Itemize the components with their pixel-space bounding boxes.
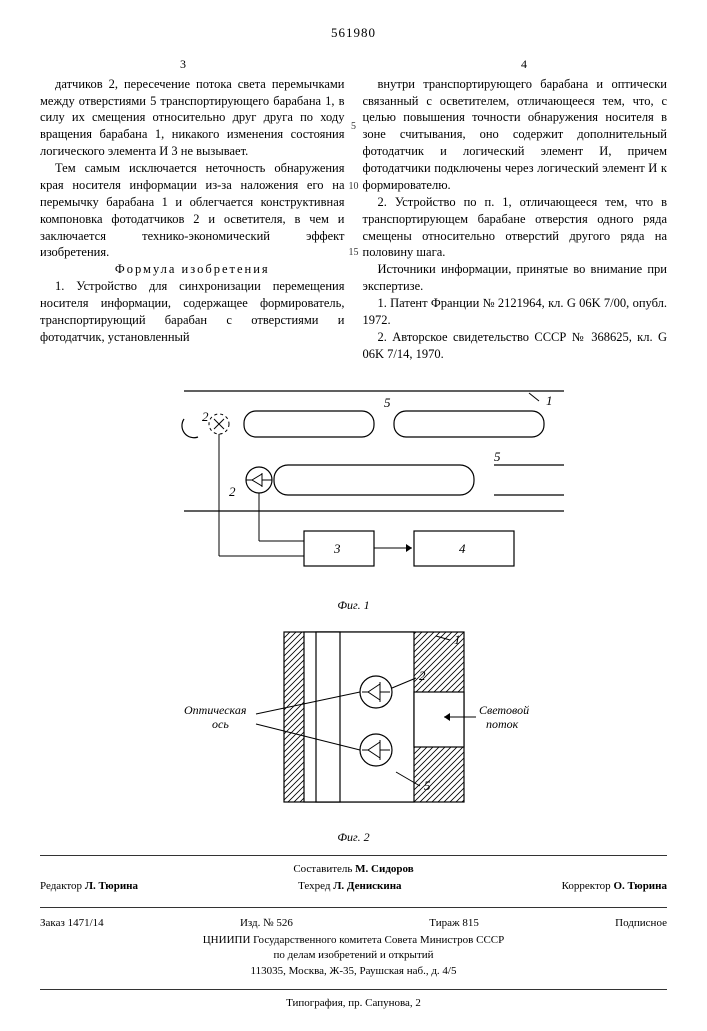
fig2-right-label-2: поток bbox=[486, 717, 519, 731]
paragraph: 2. Устройство по п. 1, отличающееся тем,… bbox=[363, 194, 668, 262]
document-number: 561980 bbox=[40, 24, 667, 42]
fig1-label-3: 3 bbox=[333, 541, 341, 556]
sign-cell: Подписное bbox=[615, 916, 667, 931]
izd-label: Изд. № bbox=[240, 917, 274, 929]
order-cell: Заказ 1471/14 bbox=[40, 916, 104, 931]
fig1-label-2b: 2 bbox=[229, 484, 236, 499]
org-line-2: по делам изобретений и открытий bbox=[40, 948, 667, 963]
fig2-left-label-1: Оптическая bbox=[184, 703, 247, 717]
figure-1: 2 2 3 4 5 5 1 Фиг. 1 bbox=[40, 381, 667, 614]
page-number-left: 3 bbox=[180, 56, 186, 72]
tirazh-label: Тираж bbox=[429, 917, 459, 929]
column-left: датчиков 2, пересечение потока света пер… bbox=[40, 76, 345, 363]
paragraph: внутри транспортирующего барабана и опти… bbox=[363, 76, 668, 194]
figure-2-caption: Фиг. 2 bbox=[40, 829, 667, 845]
credits-block: Составитель М. Сидоров Редактор Л. Тюрин… bbox=[40, 862, 667, 1012]
tirazh-cell: Тираж 815 bbox=[429, 916, 479, 931]
line-mark: 10 bbox=[349, 180, 359, 194]
techred-name: Л. Денискина bbox=[333, 880, 401, 892]
line-mark: 5 bbox=[351, 120, 356, 134]
techred-label: Техред bbox=[298, 880, 330, 892]
figure-1-svg: 2 2 3 4 5 5 1 bbox=[144, 381, 564, 591]
fig1-label-1: 1 bbox=[546, 393, 553, 408]
paragraph: 2. Авторское свидетельство СССР № 368625… bbox=[363, 329, 668, 363]
fig1-label-5b: 5 bbox=[494, 449, 501, 464]
editors-row: Редактор Л. Тюрина Техред Л. Денискина К… bbox=[40, 877, 667, 896]
paragraph: 1. Патент Франции № 2121964, кл. G 06K 7… bbox=[363, 295, 668, 329]
figure-2-svg: Оптическая ось Световой поток 1 2 5 bbox=[144, 622, 564, 822]
compiler-label: Составитель bbox=[293, 863, 352, 875]
order-label: Заказ bbox=[40, 917, 65, 929]
body-columns: 5 10 15 датчиков 2, пересечение потока с… bbox=[40, 76, 667, 363]
techred-cell: Техред Л. Денискина bbox=[298, 879, 401, 894]
claims-title: Формула изобретения bbox=[40, 261, 345, 278]
printer-line: Типография, пр. Сапунова, 2 bbox=[40, 996, 667, 1011]
sources-title: Источники информации, принятые во вниман… bbox=[363, 261, 668, 295]
column-right: внутри транспортирующего барабана и опти… bbox=[363, 76, 668, 363]
divider bbox=[40, 907, 667, 908]
order-row: Заказ 1471/14 Изд. № 526 Тираж 815 Подпи… bbox=[40, 914, 667, 933]
line-mark: 15 bbox=[349, 246, 359, 260]
izd-cell: Изд. № 526 bbox=[240, 916, 293, 931]
fig1-label-4: 4 bbox=[459, 541, 466, 556]
divider bbox=[40, 989, 667, 990]
page-numbers: 3 4 bbox=[40, 56, 667, 72]
izd-value: 526 bbox=[276, 917, 293, 929]
address-line: 113035, Москва, Ж-35, Раушская наб., д. … bbox=[40, 964, 667, 979]
org-line-1: ЦНИИПИ Государственного комитета Совета … bbox=[40, 933, 667, 948]
editor-label: Редактор bbox=[40, 880, 82, 892]
corrector-cell: Корректор О. Тюрина bbox=[562, 879, 667, 894]
page-number-right: 4 bbox=[521, 56, 527, 72]
fig2-right-label-1: Световой bbox=[479, 703, 529, 717]
editor-name: Л. Тюрина bbox=[85, 880, 138, 892]
divider bbox=[40, 855, 667, 856]
paragraph: Тем самым исключается неточность обнаруж… bbox=[40, 160, 345, 261]
order-value: 1471/14 bbox=[68, 917, 104, 929]
compiler-row: Составитель М. Сидоров bbox=[40, 862, 667, 877]
paragraph: 1. Устройство для синхронизации перемеще… bbox=[40, 278, 345, 346]
paragraph: датчиков 2, пересечение потока света пер… bbox=[40, 76, 345, 160]
fig2-label-1: 1 bbox=[454, 632, 461, 647]
fig2-label-5: 5 bbox=[424, 778, 431, 793]
figure-1-caption: Фиг. 1 bbox=[40, 597, 667, 613]
fig2-left-label-2: ось bbox=[212, 717, 229, 731]
corrector-label: Корректор bbox=[562, 880, 611, 892]
editor-cell: Редактор Л. Тюрина bbox=[40, 879, 138, 894]
tirazh-value: 815 bbox=[462, 917, 479, 929]
compiler-name: М. Сидоров bbox=[355, 863, 414, 875]
fig1-label-5a: 5 bbox=[384, 395, 391, 410]
corrector-name: О. Тюрина bbox=[613, 880, 667, 892]
figure-2: Оптическая ось Световой поток 1 2 5 Фиг.… bbox=[40, 622, 667, 845]
fig2-label-2: 2 bbox=[419, 668, 426, 683]
fig1-label-2: 2 bbox=[202, 409, 209, 424]
